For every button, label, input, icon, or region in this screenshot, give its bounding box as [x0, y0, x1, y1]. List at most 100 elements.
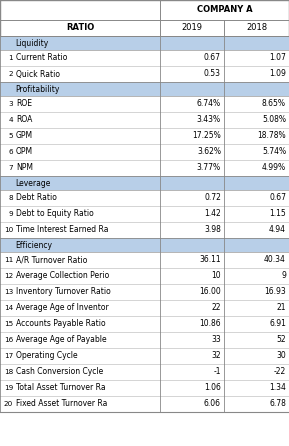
Bar: [160, 316, 224, 332]
Bar: [160, 268, 224, 284]
Bar: [0, 380, 160, 396]
Bar: [224, 206, 289, 222]
Text: 6.74%: 6.74%: [197, 99, 221, 108]
Bar: [160, 66, 224, 82]
Text: 30: 30: [276, 351, 286, 360]
Bar: [224, 36, 289, 50]
Bar: [160, 128, 224, 144]
Text: Operating Cycle: Operating Cycle: [16, 351, 78, 360]
Bar: [224, 300, 289, 316]
Text: 6: 6: [8, 149, 13, 155]
Bar: [160, 20, 224, 36]
Text: 5.08%: 5.08%: [262, 116, 286, 124]
Bar: [0, 128, 160, 144]
Text: 16: 16: [4, 337, 13, 343]
Bar: [160, 50, 224, 66]
Text: 1.09: 1.09: [269, 70, 286, 78]
Bar: [160, 112, 224, 128]
Text: Liquidity: Liquidity: [15, 38, 48, 48]
Text: 7: 7: [8, 165, 13, 171]
Bar: [224, 284, 289, 300]
Text: Average Collection Perio: Average Collection Perio: [16, 272, 109, 281]
Bar: [224, 364, 289, 380]
Bar: [160, 190, 224, 206]
Bar: [224, 82, 289, 96]
Bar: [160, 96, 224, 112]
Text: 21: 21: [277, 303, 286, 313]
Text: Time Interest Earned Ra: Time Interest Earned Ra: [16, 226, 108, 235]
Text: 52: 52: [276, 335, 286, 344]
Bar: [0, 316, 160, 332]
Bar: [160, 0, 289, 20]
Text: Profitability: Profitability: [15, 84, 59, 94]
Text: 36.11: 36.11: [199, 256, 221, 264]
Text: 0.53: 0.53: [204, 70, 221, 78]
Text: GPM: GPM: [16, 132, 33, 140]
Bar: [160, 252, 224, 268]
Bar: [0, 50, 160, 66]
Bar: [224, 380, 289, 396]
Text: 33: 33: [211, 335, 221, 344]
Text: Fixed Asset Turnover Ra: Fixed Asset Turnover Ra: [16, 400, 108, 409]
Bar: [0, 238, 160, 252]
Bar: [224, 190, 289, 206]
Bar: [0, 222, 160, 238]
Text: COMPANY A: COMPANY A: [197, 5, 252, 15]
Text: 17: 17: [4, 353, 13, 359]
Bar: [0, 190, 160, 206]
Bar: [224, 396, 289, 412]
Bar: [224, 96, 289, 112]
Bar: [224, 144, 289, 160]
Bar: [224, 222, 289, 238]
Bar: [160, 332, 224, 348]
Bar: [0, 0, 160, 36]
Text: 14: 14: [4, 305, 13, 311]
Text: NPM: NPM: [16, 164, 33, 173]
Bar: [160, 348, 224, 364]
Text: 2: 2: [8, 71, 13, 77]
Text: 6.78: 6.78: [269, 400, 286, 409]
Text: 16.00: 16.00: [199, 288, 221, 297]
Bar: [0, 144, 160, 160]
Text: -1: -1: [214, 368, 221, 376]
Bar: [160, 144, 224, 160]
Text: 8.65%: 8.65%: [262, 99, 286, 108]
Text: Inventory Turnover Ratio: Inventory Turnover Ratio: [16, 288, 111, 297]
Text: 10: 10: [211, 272, 221, 281]
Bar: [0, 112, 160, 128]
Bar: [0, 332, 160, 348]
Text: 3.43%: 3.43%: [197, 116, 221, 124]
Text: 1.07: 1.07: [269, 54, 286, 62]
Text: 3.62%: 3.62%: [197, 148, 221, 157]
Text: 0.67: 0.67: [204, 54, 221, 62]
Text: 10.86: 10.86: [199, 319, 221, 329]
Text: 3: 3: [8, 101, 13, 107]
Text: Total Asset Turnover Ra: Total Asset Turnover Ra: [16, 384, 105, 392]
Bar: [224, 66, 289, 82]
Text: 32: 32: [211, 351, 221, 360]
Bar: [224, 348, 289, 364]
Text: 6.91: 6.91: [269, 319, 286, 329]
Text: 3.77%: 3.77%: [197, 164, 221, 173]
Text: OPM: OPM: [16, 148, 33, 157]
Bar: [160, 160, 224, 176]
Text: Leverage: Leverage: [15, 178, 50, 187]
Bar: [160, 206, 224, 222]
Text: 16.93: 16.93: [264, 288, 286, 297]
Text: 1.06: 1.06: [204, 384, 221, 392]
Bar: [224, 20, 289, 36]
Text: Current Ratio: Current Ratio: [16, 54, 67, 62]
Bar: [224, 316, 289, 332]
Text: 12: 12: [4, 273, 13, 279]
Bar: [224, 252, 289, 268]
Text: Average Age of Payable: Average Age of Payable: [16, 335, 107, 344]
Text: Debt to Equity Ratio: Debt to Equity Ratio: [16, 210, 94, 219]
Text: 9: 9: [8, 211, 13, 217]
Text: ROA: ROA: [16, 116, 32, 124]
Text: 11: 11: [4, 257, 13, 263]
Text: 6.06: 6.06: [204, 400, 221, 409]
Text: 18.78%: 18.78%: [257, 132, 286, 140]
Text: Average Age of Inventor: Average Age of Inventor: [16, 303, 109, 313]
Text: 1.15: 1.15: [269, 210, 286, 219]
Bar: [0, 206, 160, 222]
